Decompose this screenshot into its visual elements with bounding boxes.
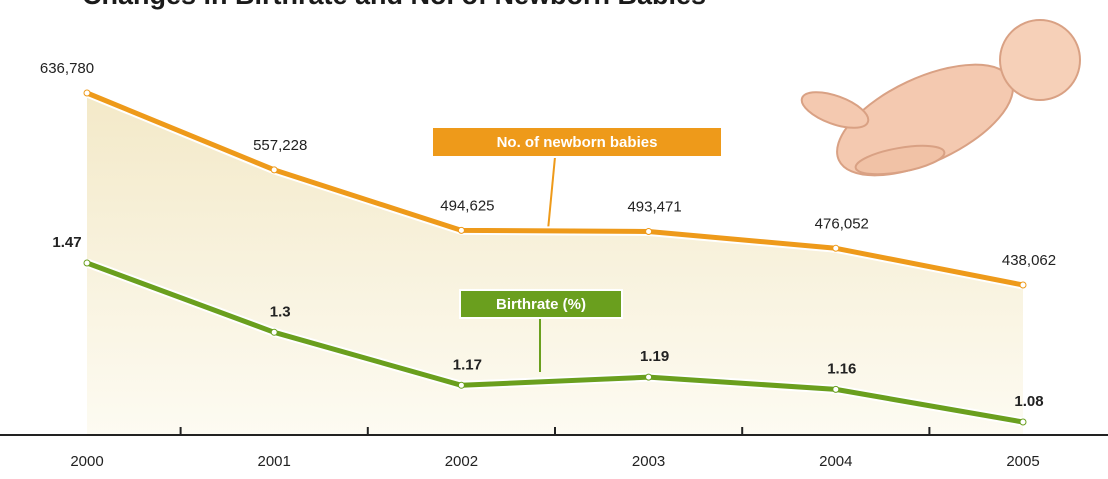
value-label: 494,625 [440,197,494,214]
value-label: 493,471 [627,198,681,215]
value-label: 636,780 [40,60,94,77]
value-label: 1.17 [453,356,482,373]
point [271,329,277,335]
point [84,260,90,266]
value-label: 557,228 [253,137,307,154]
point [458,382,464,388]
point [833,245,839,251]
value-label: 1.19 [640,348,669,365]
value-label: 1.16 [827,360,856,377]
point [84,90,90,96]
legend-label: Birthrate (%) [496,296,586,313]
point [271,167,277,173]
value-label: 476,052 [815,215,869,232]
chart: Changes in Birthrate and No. of Newborn … [0,0,1108,479]
x-tick-label: 2005 [1006,453,1039,470]
x-tick-label: 2004 [819,453,852,470]
legend-label: No. of newborn babies [497,134,658,151]
point [833,386,839,392]
x-tick-label: 2002 [445,453,478,470]
point [1020,419,1026,425]
page: {"chart_data": {"type": "line", "title":… [0,0,1108,479]
value-label: 1.47 [52,234,81,251]
value-label: 1.08 [1014,393,1043,410]
point [1020,282,1026,288]
point [646,374,652,380]
point [646,228,652,234]
value-label: 1.3 [270,303,291,320]
point [458,227,464,233]
x-tick-label: 2001 [258,453,291,470]
chart-title: Changes in Birthrate and No. of Newborn … [82,0,706,10]
x-tick-label: 2000 [70,453,103,470]
legend-leader [548,157,555,230]
x-tick-label: 2003 [632,453,665,470]
value-label: 438,062 [1002,252,1056,269]
baby-illustration [797,20,1080,198]
